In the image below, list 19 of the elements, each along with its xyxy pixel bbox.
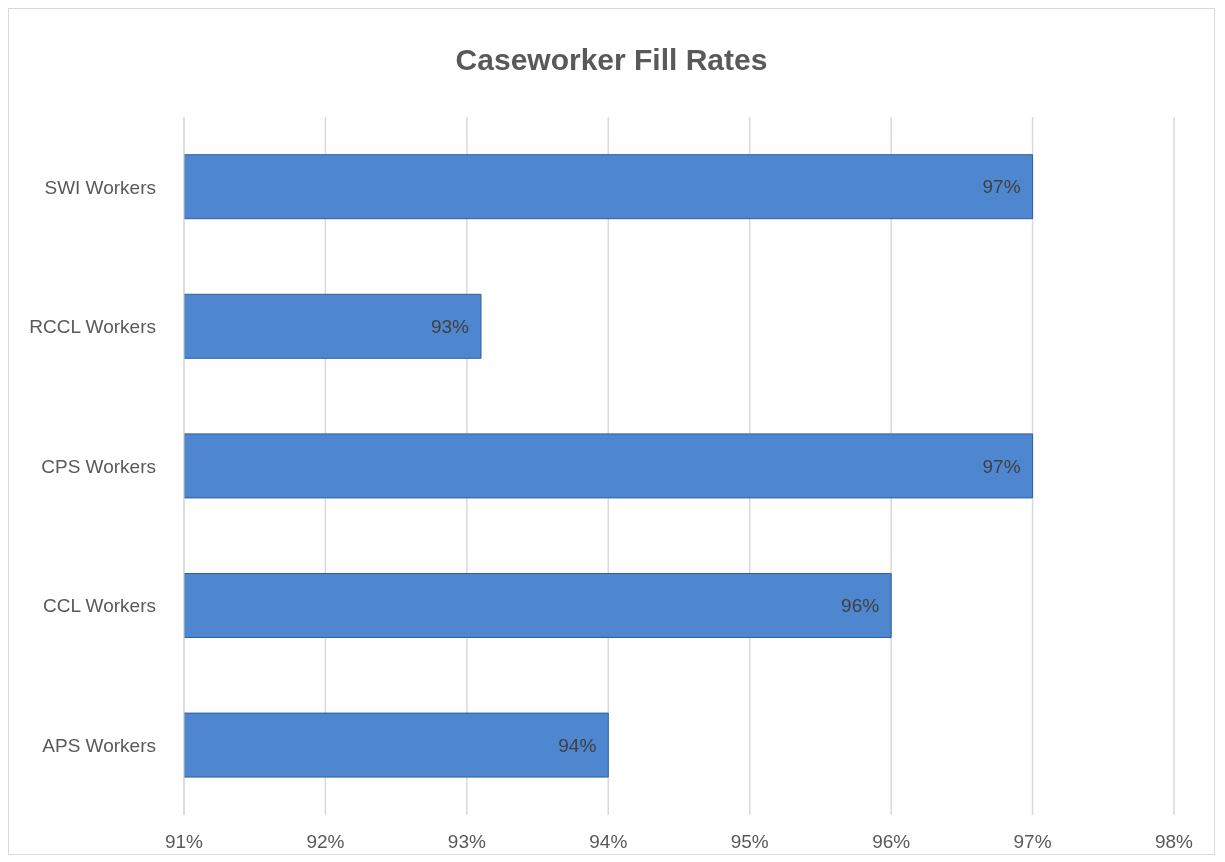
x-tick-label: 94%: [589, 831, 628, 853]
y-tick-label: RCCL Workers: [29, 316, 156, 338]
x-tick-label: 91%: [164, 831, 204, 853]
data-label: 97%: [982, 176, 1021, 198]
x-tick-label: 95%: [730, 831, 769, 853]
data-label: 97%: [982, 455, 1021, 477]
y-tick-label: SWI Workers: [44, 176, 156, 198]
y-tick-label: CCL Workers: [43, 595, 156, 617]
x-tick-label: 93%: [447, 831, 486, 853]
data-label: 94%: [558, 734, 597, 756]
x-tick-label: 92%: [306, 831, 345, 853]
data-label: 96%: [841, 595, 880, 617]
x-tick-label: 97%: [1013, 831, 1052, 853]
data-label: 93%: [430, 316, 470, 338]
chart-title: Caseworker Fill Rates: [454, 42, 769, 78]
y-tick-label: CPS Workers: [41, 455, 156, 477]
y-tick-label: APS Workers: [42, 734, 156, 756]
x-tick-label: 96%: [872, 831, 911, 853]
x-tick-label: 98%: [1154, 831, 1194, 853]
